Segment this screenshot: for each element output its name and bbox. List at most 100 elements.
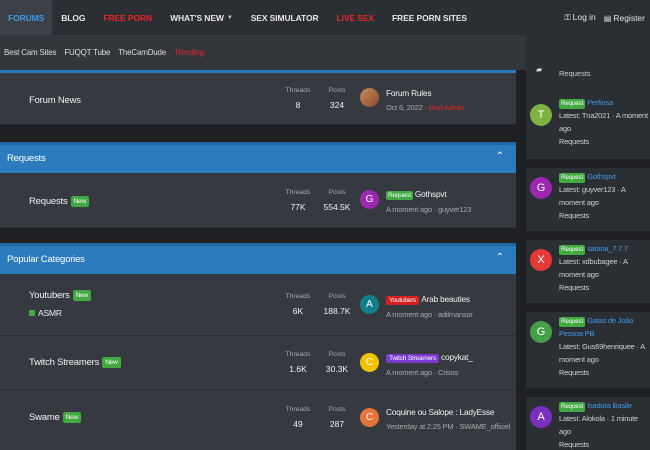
threads-stat: Threads 8 — [278, 87, 318, 110]
latest-title[interactable]: Youtubers Arab beauties — [386, 294, 473, 305]
posts-stat: Posts 188.7K — [317, 293, 357, 316]
sidebar-entry-text: Request Gatas de João Pessoa PB Latest: G… — [559, 314, 649, 379]
sidebar-entry[interactable]: T Request Perfiosa Latest: Tna2021 · A mo… — [530, 96, 648, 156]
sidebar-entry[interactable]: X Request satana_7.7.7 Latest: xdbubagee … — [530, 242, 648, 302]
latest-title-label: Arab beauties — [421, 294, 470, 304]
latest-meta: A moment ago · adilmansor — [386, 310, 473, 319]
sidebar-entry-latest: Latest: Tna2021 · A moment ago — [559, 111, 648, 133]
subnav-trending[interactable]: Trending — [174, 48, 204, 57]
forum-row-swame[interactable]: Swame New Threads 49 Posts 287 C Coquine … — [0, 390, 516, 450]
avatar[interactable]: X — [530, 249, 552, 271]
latest-title[interactable]: Request Gothspvt — [386, 189, 471, 200]
posts-label: Posts — [328, 293, 346, 300]
register-link[interactable]: ▤ Register — [604, 13, 645, 23]
avatar[interactable]: G — [530, 177, 552, 199]
divider — [526, 388, 650, 397]
threads-count: 77K — [290, 202, 306, 212]
nav-forums[interactable]: FORUMS — [0, 0, 53, 35]
sidebar-entry-latest: Latest: xdbubagee · A moment ago — [559, 257, 628, 279]
forum-title[interactable]: Youtubers New — [29, 290, 92, 301]
posts-count: 287 — [329, 419, 345, 429]
forum-title[interactable]: Swame New — [29, 412, 82, 423]
category-header-requests[interactable]: Requests ⌃ — [0, 142, 516, 173]
sidebar-entry[interactable]: G Request Gothspvt Latest: guyver123 · A … — [530, 170, 648, 230]
sidebar-entry-title-label: Perfiosa — [587, 98, 613, 107]
sidebar-entry-title[interactable]: Request satana_7.7.7 — [559, 242, 649, 255]
request-tag: Request — [559, 245, 586, 255]
sidebar-entry[interactable]: A Request Isadora Basile Latest: Alokola … — [530, 399, 648, 449]
latest-post: Forum Rules Oct 6, 2022 · Mod Admin — [386, 88, 465, 112]
subnav-fuqqt-tube[interactable]: FUQQT Tube — [64, 48, 111, 57]
spacer — [0, 125, 516, 142]
latest-title[interactable]: Coquine ou Salope : LadyEsse — [386, 407, 495, 417]
forum-title-label: Swame — [29, 412, 60, 423]
chevron-up-icon[interactable]: ⌃ — [495, 252, 504, 263]
divider — [526, 159, 650, 168]
new-badge: New — [62, 412, 82, 423]
forum-row-twitch[interactable]: Twitch Streamers New Threads 1.6K Posts 3… — [0, 336, 516, 390]
sidebar-entry-forum[interactable]: Requests — [559, 368, 590, 377]
sidebar-entry-title-label: satana_7.7.7 — [587, 244, 629, 253]
sidebar-entry-title[interactable]: Request Gothspvt — [559, 170, 649, 183]
avatar[interactable]: G — [360, 190, 379, 209]
posts-stat: Posts 324 — [317, 87, 357, 110]
latest-user[interactable]: Mod Admin — [428, 103, 465, 112]
chevron-up-icon[interactable]: ⌃ — [495, 151, 504, 162]
forum-title[interactable]: Twitch Streamers New — [29, 357, 121, 368]
account-links: ⚿ Log in ▤ Register — [565, 0, 645, 35]
posts-count: 188.7K — [323, 306, 351, 316]
youtubers-tag: Youtubers — [386, 296, 420, 305]
threads-stat: Threads 6K — [278, 293, 318, 316]
avatar[interactable]: A — [360, 295, 379, 314]
avatar[interactable]: G — [530, 321, 552, 343]
category-title: Requests — [7, 153, 46, 164]
nav-free-porn-sites[interactable]: FREE PORN SITES — [391, 12, 467, 23]
chevron-down-icon: ▼ — [226, 14, 233, 21]
forum-title[interactable]: Requests New — [29, 196, 89, 207]
latest-title[interactable]: Twitch Streamers copykat_ — [386, 352, 473, 363]
sidebar-forum-link[interactable]: Requests — [559, 69, 591, 78]
latest-date: Oct 6, 2022 — [386, 103, 423, 112]
avatar[interactable]: T — [530, 104, 552, 126]
avatar[interactable] — [360, 88, 379, 107]
spacer — [0, 228, 516, 243]
subnav-best-cam-sites[interactable]: Best Cam Sites — [4, 48, 57, 57]
login-label: Log in — [572, 12, 596, 22]
sidebar-entry-forum[interactable]: Requests — [559, 283, 590, 292]
sidebar-entry-title[interactable]: Request Gatas de João Pessoa PB — [559, 314, 649, 340]
avatar[interactable]: A — [530, 406, 552, 428]
nav-sex-simulator[interactable]: SEX SIMULATOR — [250, 12, 319, 23]
sidebar-entry-forum[interactable]: Requests — [559, 440, 590, 449]
avatar[interactable]: C — [360, 353, 379, 372]
forum-row-requests[interactable]: Requests New Threads 77K Posts 554.5K G R… — [0, 173, 516, 228]
threads-stat: Threads 49 — [278, 406, 318, 429]
sidebar-entry-forum[interactable]: Requests — [559, 211, 590, 220]
nav-live-sex[interactable]: LIVE SEX — [336, 12, 375, 23]
forum-title-label: Requests — [29, 196, 68, 207]
latest-post: Twitch Streamers copykat_ A moment ago · … — [386, 352, 473, 377]
threads-stat: Threads 77K — [278, 189, 318, 212]
subnav-thecamdude[interactable]: TheCamDude — [118, 48, 167, 57]
subforum-link[interactable]: ASMR — [29, 308, 62, 318]
posts-stat: Posts 554.5K — [317, 189, 357, 212]
sidebar-entry-title[interactable]: Request Perfiosa — [559, 96, 649, 109]
latest-title-label: Gothspvt — [414, 189, 447, 199]
nav-free-porn[interactable]: FREE PORN — [103, 12, 153, 23]
subforum-icon — [29, 310, 35, 316]
latest-title[interactable]: Forum Rules — [386, 88, 432, 98]
threads-label: Threads — [285, 189, 311, 196]
forum-title[interactable]: Forum News — [29, 95, 81, 106]
login-link[interactable]: ⚿ Log in — [565, 12, 596, 23]
latest-meta: A moment ago · Crisos — [386, 368, 459, 377]
nav-whats-new[interactable]: WHAT'S NEW ▼ — [161, 0, 242, 35]
forum-row-news[interactable]: Forum News Threads 8 Posts 324 Forum Rul… — [0, 73, 516, 125]
register-icon: ▤ — [603, 13, 612, 23]
sidebar-entry[interactable]: G Request Gatas de João Pessoa PB Latest:… — [530, 314, 648, 386]
avatar[interactable]: C — [360, 408, 379, 427]
category-header-popular[interactable]: Popular Categories ⌃ — [0, 243, 516, 274]
sidebar-entry-title[interactable]: Request Isadora Basile — [559, 399, 649, 412]
sidebar-entry-forum[interactable]: Requests — [559, 137, 590, 146]
nav-blog[interactable]: BLOG — [61, 12, 86, 23]
threads-count: 8 — [295, 100, 301, 110]
forum-row-youtubers[interactable]: Youtubers New ASMR Threads 6K Posts 188.7… — [0, 274, 516, 336]
